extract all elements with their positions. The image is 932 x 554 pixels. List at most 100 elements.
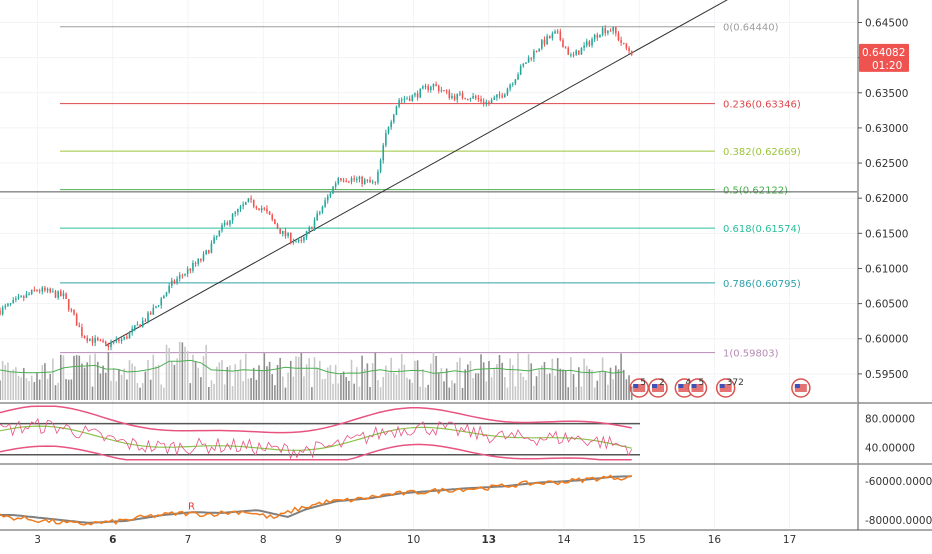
candle-body — [255, 206, 258, 209]
candle-up — [163, 294, 165, 299]
candle-up — [247, 198, 250, 203]
candle-up — [52, 288, 54, 293]
candle-up — [350, 176, 353, 185]
candle-down — [498, 91, 501, 99]
volume-bar — [67, 379, 70, 400]
candle-body — [62, 293, 65, 297]
candle-down — [70, 308, 73, 313]
candle-up — [496, 94, 498, 101]
candle-body — [120, 339, 123, 342]
volume-bar — [271, 374, 274, 400]
candle-up — [218, 230, 221, 237]
volume-bar — [585, 365, 588, 400]
candle-down — [83, 335, 86, 339]
candle-down — [86, 335, 89, 344]
candle-body — [554, 31, 556, 34]
volume-bar — [326, 367, 329, 400]
candle-down — [73, 309, 75, 316]
candle-body — [625, 43, 628, 49]
candle-body — [588, 41, 591, 46]
candle-up — [546, 33, 548, 45]
candle-up — [599, 34, 601, 38]
candle-body — [160, 298, 163, 306]
volume-bar — [609, 367, 612, 400]
candle-up — [176, 276, 178, 285]
volume-bar — [390, 357, 392, 400]
volume-bar — [525, 380, 527, 400]
volume-bar — [131, 363, 133, 400]
volume-bar — [382, 376, 385, 400]
candle-body — [609, 30, 612, 32]
volume-histogram — [0, 341, 633, 400]
candle-down — [271, 213, 274, 222]
volume-bar — [467, 364, 469, 400]
candle-body — [385, 132, 387, 146]
candle-down — [139, 324, 141, 328]
volume-bar — [387, 372, 390, 400]
volume-bar — [297, 356, 300, 400]
candle-down — [104, 340, 107, 347]
volume-bar — [250, 378, 252, 400]
candle-body — [96, 338, 99, 341]
candle-down — [567, 46, 570, 56]
volume-bar — [186, 351, 189, 400]
candle-body — [181, 275, 184, 277]
candle-body — [70, 309, 73, 311]
volume-bar — [192, 354, 194, 400]
candle-body — [289, 232, 292, 242]
volume-bar — [538, 369, 540, 400]
candle-down — [22, 295, 25, 302]
candle-body — [57, 291, 59, 298]
candle-body — [406, 98, 408, 100]
candle-body — [279, 228, 281, 234]
candle-body — [390, 121, 392, 128]
volume-bar — [456, 362, 459, 400]
candle-body — [178, 275, 181, 279]
volume-bar — [578, 367, 580, 400]
event-flag: 2 — [648, 378, 668, 398]
candle-body — [157, 305, 160, 307]
candle-up — [334, 181, 337, 190]
volume-bar — [107, 352, 110, 400]
candle-body — [247, 198, 250, 203]
candle-body — [155, 306, 157, 308]
candle-body — [94, 338, 96, 343]
candle-down — [464, 97, 466, 100]
volume-bar — [340, 374, 342, 400]
candle-up — [551, 31, 554, 41]
volume-bar — [157, 364, 160, 400]
candle-body — [292, 241, 295, 243]
candle-body — [131, 328, 133, 333]
candle-body — [485, 101, 488, 104]
candle-down — [625, 43, 628, 51]
candle-body — [601, 28, 604, 35]
candle-body — [171, 280, 173, 286]
candle-body — [49, 288, 52, 293]
candle-body — [276, 224, 279, 229]
volume-bar — [419, 386, 422, 400]
candle-up — [580, 47, 583, 55]
volume-bar — [1, 360, 4, 400]
candle-down — [453, 93, 456, 102]
candle-up — [358, 175, 361, 183]
candle-down — [448, 89, 451, 100]
candle-body — [229, 220, 231, 225]
candle-down — [36, 289, 38, 292]
candle-down — [443, 89, 445, 92]
time-tick-label: 16 — [708, 534, 722, 546]
candle-body — [287, 232, 289, 237]
volume-bar — [504, 377, 506, 400]
candle-body — [525, 62, 527, 64]
candle-down — [208, 249, 210, 255]
volume-bar — [295, 356, 297, 400]
candle-up — [377, 169, 379, 185]
candle-down — [289, 232, 292, 245]
candle-body — [382, 145, 385, 161]
candle-down — [194, 261, 197, 267]
candle-body — [591, 39, 593, 46]
volume-bar — [149, 379, 152, 400]
volume-bar — [509, 358, 511, 400]
candle-body — [65, 293, 67, 299]
candle-up — [168, 283, 170, 294]
volume-bar — [59, 354, 62, 400]
